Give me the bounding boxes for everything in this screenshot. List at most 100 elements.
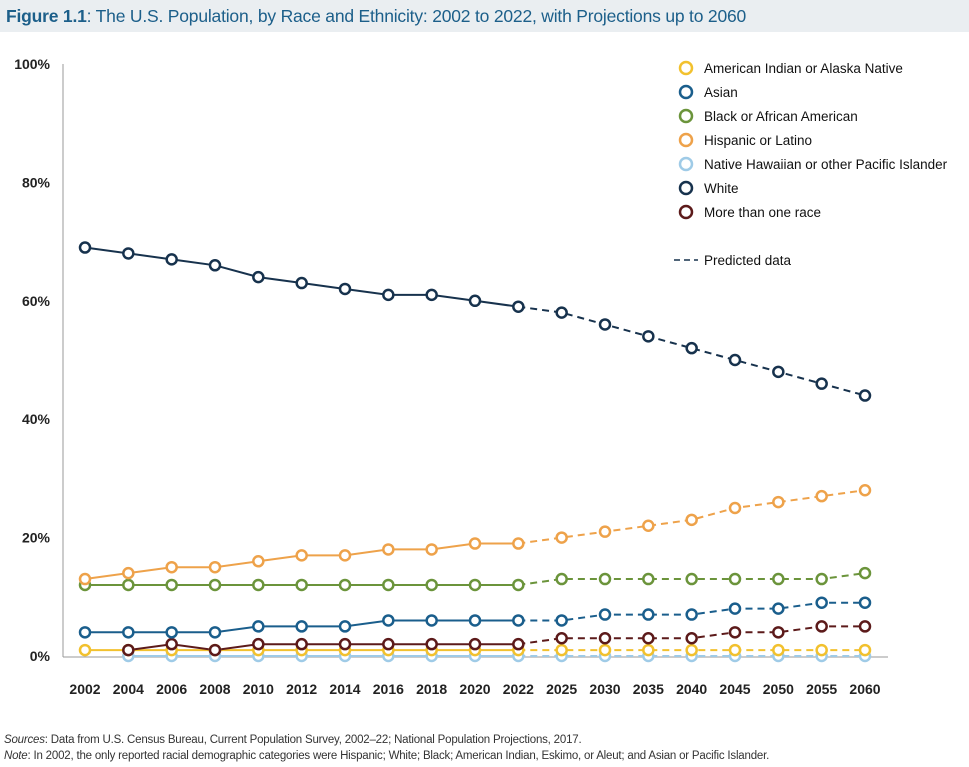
figure-title-text: : The U.S. Population, by Race and Ethni… [86, 6, 747, 26]
data-point [468, 537, 482, 550]
series-points [78, 241, 872, 663]
data-point [555, 614, 568, 627]
x-tick-label: 2045 [719, 681, 750, 697]
data-point [78, 626, 92, 639]
data-point [772, 602, 785, 615]
data-point [728, 602, 742, 615]
data-point [642, 572, 655, 586]
data-point [165, 560, 178, 574]
series-line-predicted [518, 489, 866, 545]
data-point [815, 596, 828, 609]
data-point [338, 620, 352, 633]
data-point [468, 578, 482, 592]
data-point [772, 626, 785, 639]
data-point [295, 578, 308, 592]
data-point [815, 643, 828, 657]
data-point [728, 353, 742, 367]
legend-marker [678, 60, 694, 76]
data-point [555, 631, 568, 645]
data-point [252, 578, 265, 592]
data-point [122, 626, 135, 639]
data-point [685, 631, 698, 645]
x-tick-label: 2035 [633, 681, 664, 697]
legend-label: Hispanic or Latino [704, 133, 812, 148]
data-point [425, 614, 438, 627]
data-point [728, 572, 742, 586]
legend-predicted-label: Predicted data [704, 253, 792, 268]
data-point [208, 578, 222, 592]
data-point [165, 578, 178, 592]
data-point [208, 259, 222, 272]
data-point [295, 620, 308, 633]
data-point [598, 631, 612, 645]
data-point [338, 578, 352, 592]
data-point [772, 495, 785, 509]
data-point [252, 620, 265, 633]
data-point [858, 566, 872, 580]
x-tick-label: 2014 [329, 681, 360, 697]
data-point [468, 614, 482, 627]
data-point [468, 637, 482, 651]
series-line-actual [128, 643, 519, 652]
figure-title: Figure 1.1: The U.S. Population, by Race… [0, 0, 969, 32]
data-point [512, 637, 525, 651]
data-point [815, 620, 828, 633]
x-tick-label: 2055 [806, 681, 837, 697]
data-point [165, 626, 178, 639]
legend-label: Asian [704, 85, 738, 100]
sources-text: : Data from U.S. Census Bureau, Current … [44, 734, 582, 746]
legend-label: American Indian or Alaska Native [704, 61, 903, 76]
data-point [772, 572, 785, 586]
data-point [295, 637, 308, 651]
x-tick-label: 2050 [763, 681, 794, 697]
data-point [338, 282, 352, 296]
data-point [295, 276, 308, 290]
note-label: Note [4, 750, 28, 762]
x-tick-label: 2025 [546, 681, 577, 697]
data-point [425, 578, 438, 592]
x-tick-label: 2060 [849, 681, 880, 697]
data-point [598, 318, 612, 331]
chart-axes: 0% 20% 40% 60% 80% 100% 2002 2004 2006 2008 2010 20… [14, 56, 888, 697]
data-point [728, 643, 742, 657]
y-tick-label: 80% [22, 174, 51, 190]
x-tick-label: 2010 [243, 681, 274, 697]
x-tick-label: 2002 [69, 681, 100, 697]
data-point [78, 241, 92, 254]
data-point [858, 596, 872, 609]
data-point [772, 365, 785, 379]
data-point [252, 637, 265, 651]
data-point [295, 549, 308, 562]
legend-label: Native Hawaiian or other Pacific Islande… [704, 157, 948, 172]
legend-marker [678, 180, 694, 196]
legend-label: More than one race [704, 205, 821, 220]
x-tick-label: 2008 [199, 681, 230, 697]
y-tick-label: 0% [30, 648, 51, 664]
data-point [122, 247, 135, 260]
data-point [425, 543, 438, 556]
data-point [858, 643, 872, 657]
data-point [165, 637, 178, 651]
legend-marker [678, 84, 694, 100]
series-lines [84, 246, 866, 657]
x-tick-label: 2004 [113, 681, 144, 697]
data-point [815, 489, 828, 503]
y-tick-label: 20% [22, 530, 51, 546]
data-point [555, 643, 568, 657]
data-point [685, 643, 698, 657]
data-point [685, 572, 698, 586]
data-point [252, 270, 265, 284]
data-point [512, 578, 525, 592]
sources-label: Sources [4, 734, 45, 746]
data-point [642, 643, 655, 657]
y-tick-label: 60% [22, 293, 51, 309]
data-point [382, 578, 395, 592]
data-point [598, 525, 612, 538]
data-point [338, 637, 352, 651]
data-point [555, 306, 568, 319]
data-point [815, 572, 828, 586]
data-point [122, 578, 135, 592]
data-point [208, 643, 222, 657]
data-point [858, 483, 872, 497]
data-point [815, 377, 828, 390]
